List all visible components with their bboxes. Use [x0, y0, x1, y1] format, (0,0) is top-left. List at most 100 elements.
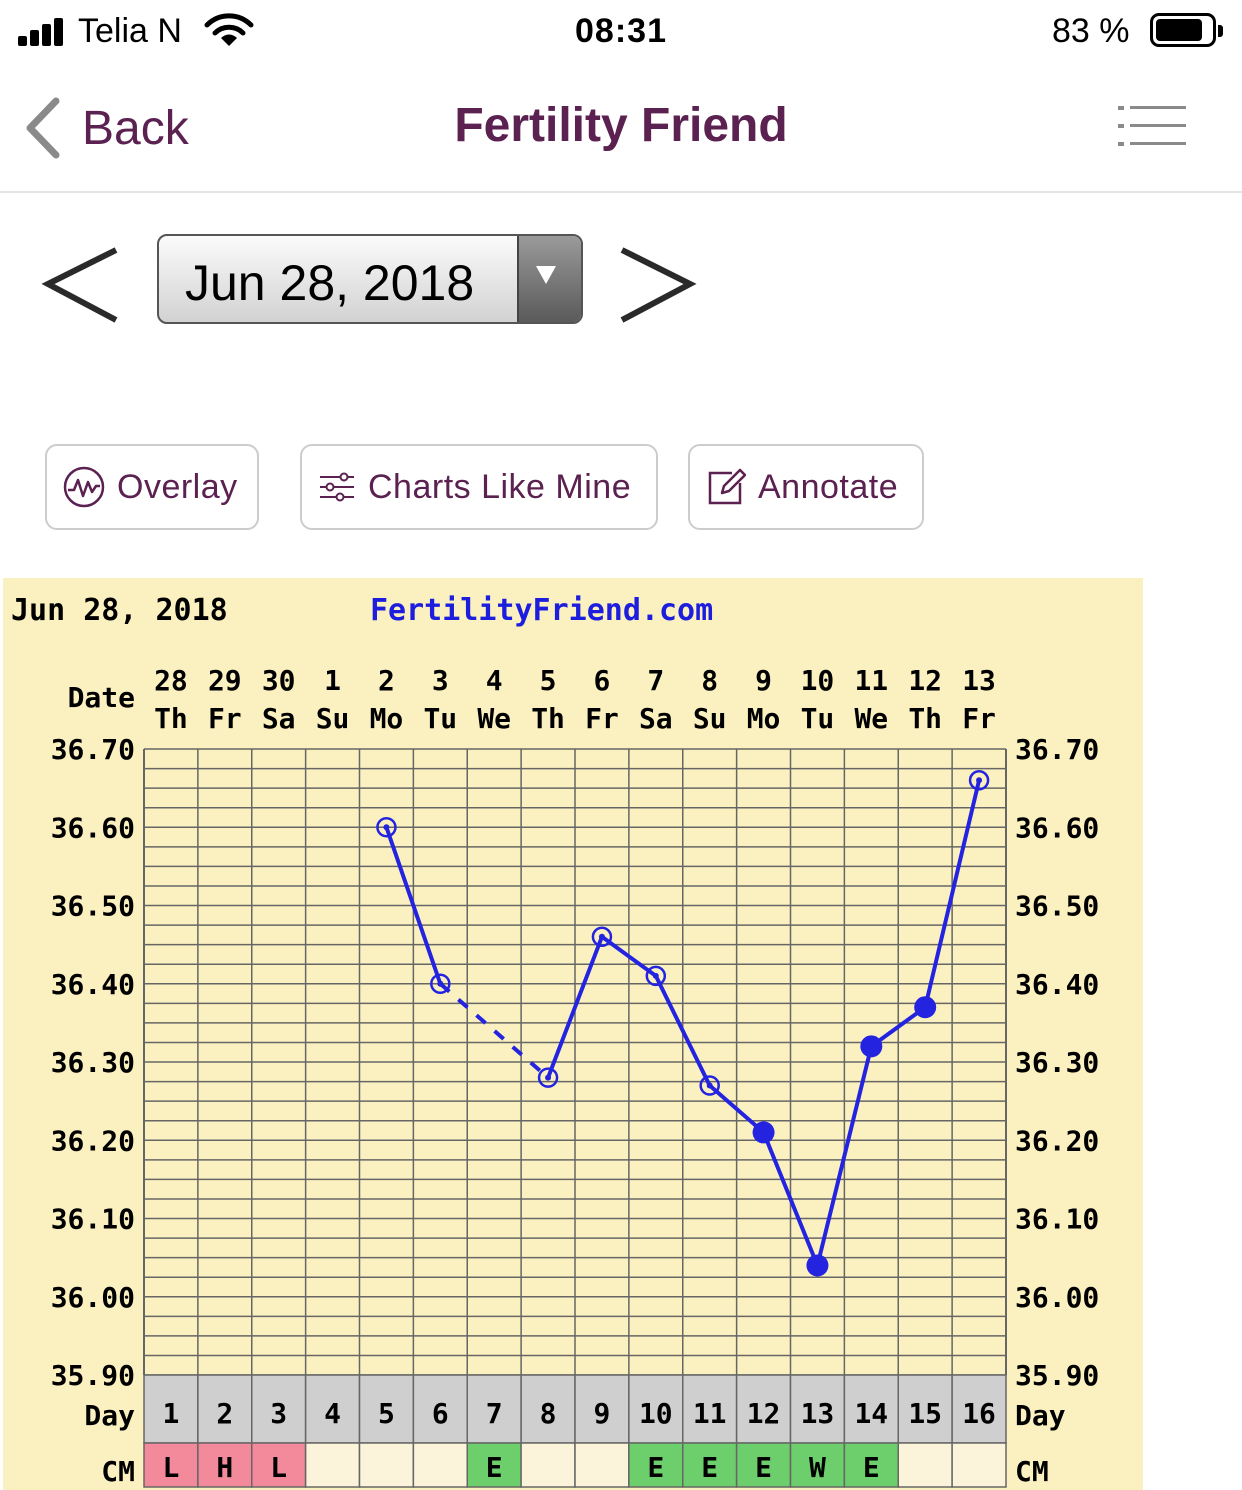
cycle-day-label: 7 [486, 1397, 503, 1430]
cm-cell-label: H [216, 1451, 233, 1484]
chevron-left-icon [26, 97, 60, 159]
temperature-point-center [383, 824, 390, 831]
cm-cell [843, 1442, 899, 1488]
previous-date-arrow-icon[interactable] [40, 244, 120, 326]
temperature-point-center [976, 777, 983, 784]
cycle-day-cell [358, 1374, 415, 1444]
temperature-point-center [598, 933, 605, 940]
cm-cell [789, 1442, 846, 1488]
overlay-button[interactable]: Overlay [45, 444, 259, 530]
x-date-label: 30 [262, 664, 296, 697]
cycle-day-label: 5 [378, 1397, 395, 1430]
chart-site-label: FertilityFriend.com [370, 593, 713, 628]
y-tick-label-left: 36.30 [51, 1046, 135, 1079]
cycle-day-cell [251, 1374, 307, 1444]
overlay-label: Overlay [117, 467, 238, 506]
status-bar: Telia N 08:31 83 % [0, 0, 1242, 64]
overlay-wave-icon [63, 466, 105, 508]
cm-cell [520, 1442, 576, 1488]
x-weekday-label: Sa [639, 702, 673, 735]
clock: 08:31 [575, 12, 667, 50]
temperature-point-open [699, 1075, 720, 1096]
temperature-line-segment [815, 1045, 874, 1266]
list-menu-icon[interactable] [1118, 104, 1186, 148]
x-date-label: 1 [324, 664, 341, 697]
cm-cell [412, 1442, 468, 1488]
temperature-point-open [968, 770, 990, 791]
x-weekday-label: Mo [747, 702, 781, 735]
annotate-button[interactable]: Annotate [688, 444, 924, 530]
cm-cell-label: E [755, 1451, 772, 1484]
carrier-name: Telia N [78, 12, 182, 50]
cycle-day-label: 9 [594, 1397, 611, 1430]
y-tick-label-right: 36.20 [1015, 1124, 1099, 1157]
date-dropdown[interactable]: Jun 28, 2018 [157, 234, 583, 324]
x-date-label: 28 [154, 664, 188, 697]
x-weekday-label: Su [693, 702, 727, 735]
cycle-day-label: 6 [432, 1397, 449, 1430]
annotate-label: Annotate [758, 467, 899, 506]
y-tick-label-left: 36.00 [51, 1281, 135, 1314]
x-weekday-label: We [477, 702, 511, 735]
cm-cell-label: W [809, 1451, 826, 1484]
cm-cell-label: L [163, 1451, 180, 1484]
y-tick-label-left: 36.20 [51, 1124, 135, 1157]
temperature-point-filled [860, 1035, 883, 1058]
cm-cell [897, 1442, 953, 1488]
x-date-label: 2 [378, 664, 395, 697]
back-label: Back [82, 101, 189, 155]
y-tick-label-right: 36.00 [1015, 1281, 1099, 1314]
cycle-day-cell [143, 1374, 199, 1444]
x-date-label: 10 [801, 664, 835, 697]
cycle-day-label: 3 [270, 1397, 287, 1430]
x-weekday-label: Fr [585, 702, 619, 735]
temperature-point-open [591, 926, 613, 948]
temperature-line-segment [870, 1005, 927, 1048]
x-date-label: 11 [854, 664, 888, 697]
y-tick-label-right: 36.40 [1015, 968, 1099, 1001]
cm-cell-label: E [486, 1451, 503, 1484]
x-date-label: 9 [755, 664, 772, 697]
y-tick-label-left: 36.50 [51, 890, 135, 923]
charts-like-mine-button[interactable]: Charts Like Mine [300, 444, 658, 530]
nav-bar: Back Fertility Friend [0, 64, 1242, 193]
x-weekday-label: Th [908, 702, 942, 735]
temperature-point-center [706, 1082, 713, 1089]
cycle-day-cell [412, 1374, 468, 1444]
y-tick-label-left: 36.70 [51, 733, 135, 766]
wifi-icon [204, 13, 254, 46]
x-weekday-label: Sa [262, 702, 296, 735]
x-date-label: 29 [208, 664, 242, 697]
chart-date-label: Jun 28, 2018 [11, 593, 228, 628]
cycle-day-cell [897, 1374, 953, 1444]
cycle-day-cell [197, 1374, 253, 1444]
cycle-day-label: 16 [962, 1397, 996, 1430]
y-tick-label-right: 36.10 [1015, 1203, 1099, 1236]
x-weekday-label: Th [531, 702, 565, 735]
temperature-line-segment [384, 826, 443, 985]
edit-note-icon [708, 468, 746, 505]
day-row-label-right: Day [1015, 1399, 1066, 1432]
temperature-point-open [430, 973, 451, 994]
x-date-label: 12 [908, 664, 942, 697]
cycle-day-label: 12 [747, 1397, 781, 1430]
temperature-line-segment [923, 779, 982, 1008]
temperature-point-filled [806, 1254, 829, 1277]
y-tick-label-right: 36.30 [1015, 1046, 1099, 1079]
cycle-day-label: 14 [854, 1397, 888, 1430]
cycle-day-label: 1 [163, 1397, 180, 1430]
x-weekday-label: Fr [208, 702, 242, 735]
temperature-line-segment [761, 1131, 820, 1267]
temperature-line-segment [654, 975, 712, 1087]
page-title: Fertility Friend [454, 99, 788, 152]
bbt-chart-svg: Jun 28, 2018 FertilityFriend.com Date Da… [11, 593, 1099, 1488]
cm-cell-label: E [863, 1451, 880, 1484]
cm-cell [951, 1442, 1007, 1488]
dropdown-triangle-icon [517, 236, 581, 322]
cycle-day-cell [682, 1374, 738, 1444]
cycle-day-label: 8 [540, 1397, 557, 1430]
next-date-arrow-icon[interactable] [618, 244, 698, 326]
cm-cell [251, 1442, 307, 1488]
back-button[interactable]: Back [22, 96, 189, 160]
cycle-day-cell [574, 1374, 630, 1444]
